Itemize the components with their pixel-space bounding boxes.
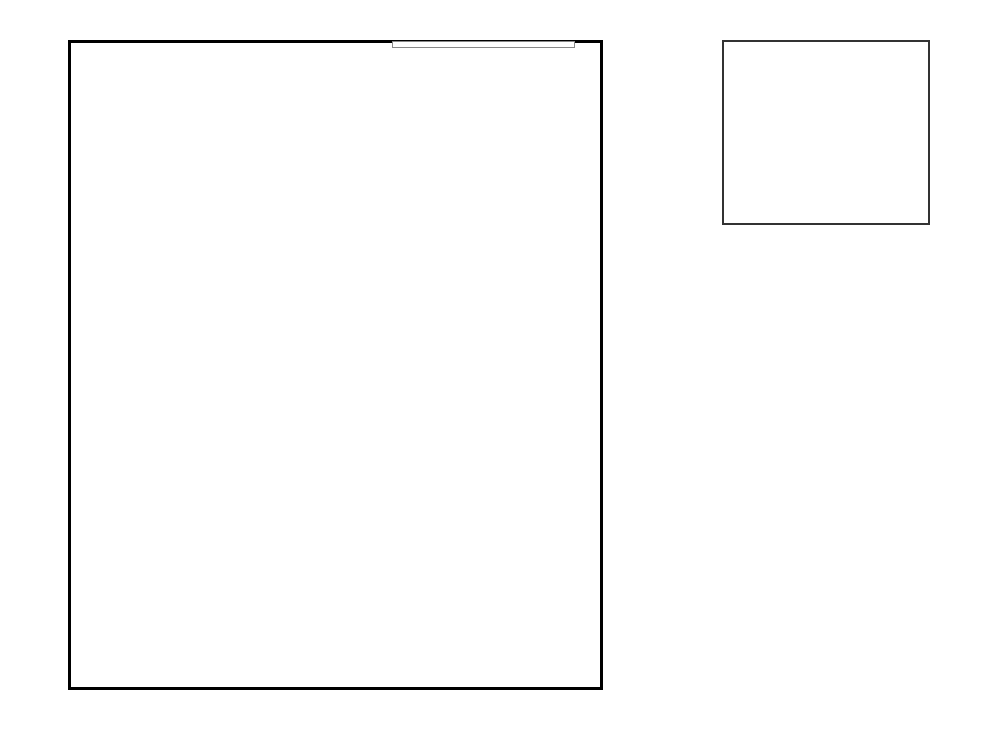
hodograph-svg [724, 42, 928, 223]
skewt-plot-area [68, 40, 603, 690]
skewt-chart-region [68, 40, 603, 690]
hodograph-panel [722, 40, 930, 225]
chart-legend [392, 41, 575, 48]
wind-barb-column [640, 28, 700, 708]
skewt-plot-svg [71, 43, 600, 687]
